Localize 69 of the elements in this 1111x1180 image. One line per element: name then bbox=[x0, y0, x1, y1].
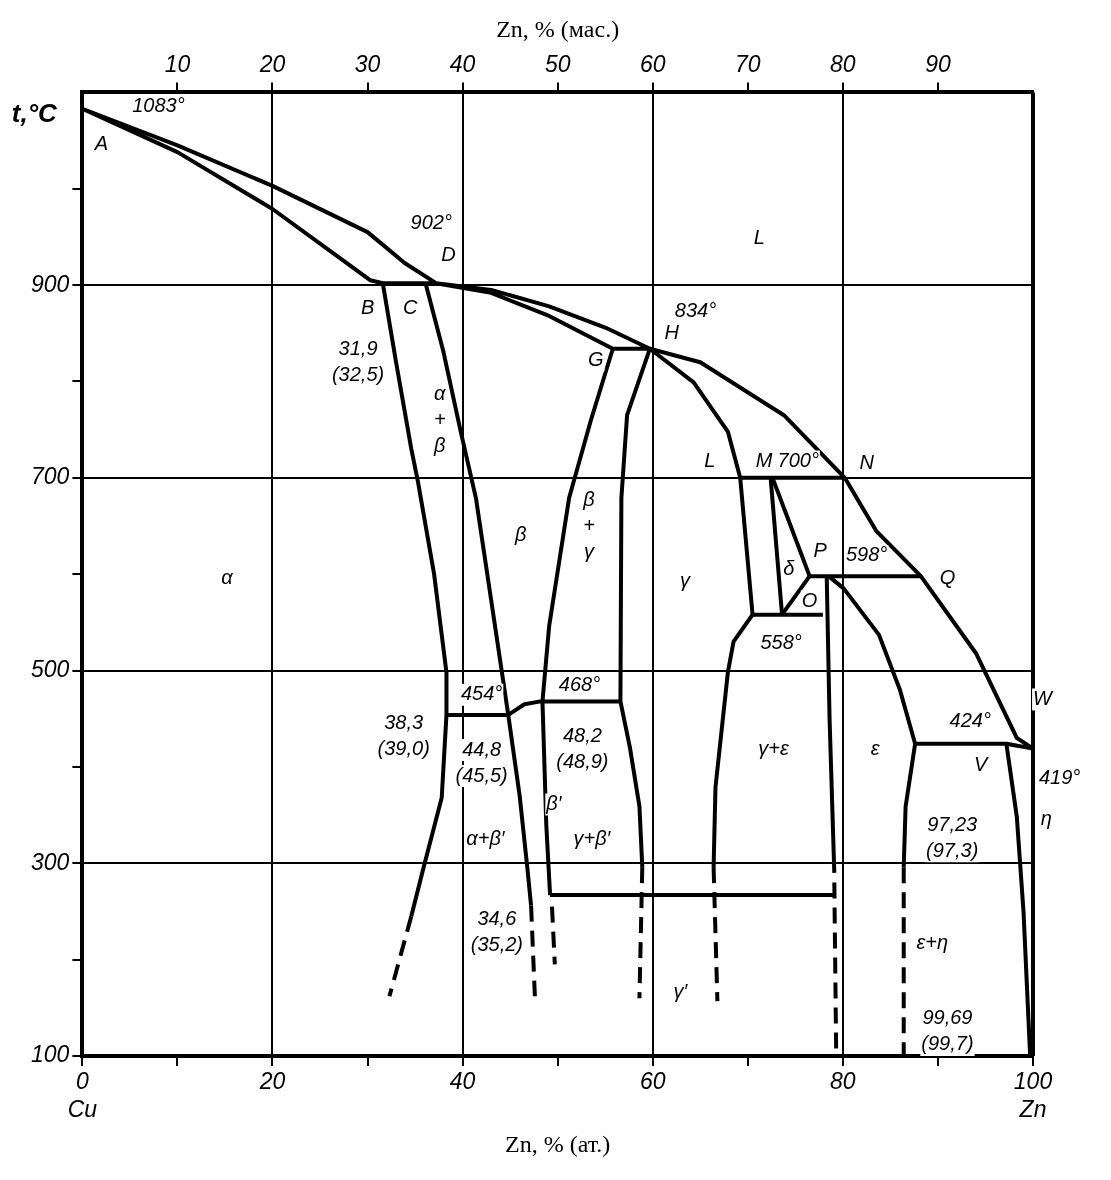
annotation: Q bbox=[939, 565, 956, 588]
text: W bbox=[1033, 687, 1055, 710]
x-tick-label: 0 Cu bbox=[67, 1068, 98, 1122]
annotation: 48,2 (48,9) bbox=[556, 724, 609, 773]
annotation: L bbox=[753, 226, 765, 249]
annotation: 454° bbox=[460, 682, 503, 705]
annotation: G bbox=[587, 347, 604, 370]
annotation: V bbox=[974, 752, 990, 775]
annotation: α bbox=[221, 565, 234, 588]
annotation: γ+ε bbox=[758, 737, 790, 760]
x2-tick-label: 50 bbox=[544, 50, 571, 77]
annotation: 97,23 (97,3) bbox=[926, 812, 979, 861]
annotation: γ bbox=[680, 569, 692, 592]
x-tick-label: 20 bbox=[258, 1068, 286, 1095]
annotation: M bbox=[755, 449, 773, 472]
annotation: 38,3 (39,0) bbox=[377, 710, 430, 759]
annotation: A bbox=[93, 132, 109, 154]
y-axis-title: t,°C bbox=[11, 97, 59, 128]
text: η bbox=[1040, 806, 1052, 829]
y-tick-label: 500 bbox=[31, 655, 70, 682]
annotation: 558° bbox=[760, 631, 802, 654]
x-tick-label: 80 bbox=[830, 1068, 856, 1095]
y-tick-label: 300 bbox=[31, 848, 70, 875]
annotation: 700° bbox=[777, 449, 819, 472]
annotation: β + γ bbox=[582, 487, 596, 562]
annotation: 31,9 (32,5) bbox=[331, 336, 385, 385]
annotation: L bbox=[704, 449, 716, 472]
annotation: 598° bbox=[845, 543, 888, 566]
x2-axis-title: Zn, % (мас.) bbox=[496, 15, 620, 42]
y-tick-label: 900 bbox=[31, 270, 70, 297]
annotation: C bbox=[403, 295, 419, 318]
annotation: ε bbox=[870, 737, 881, 760]
annotation: 34,6 (35,2) bbox=[470, 907, 523, 956]
x2-tick-label: 70 bbox=[735, 50, 761, 77]
annotation: 44,8 (45,5) bbox=[455, 737, 508, 786]
annotation: B bbox=[360, 295, 375, 318]
x2-tick-label: 30 bbox=[354, 50, 381, 77]
annotation: α+β′ bbox=[466, 826, 506, 849]
annotation: 834° bbox=[674, 298, 717, 321]
annotation: 424° bbox=[949, 709, 991, 732]
x2-tick-label: 90 bbox=[925, 50, 951, 77]
annotation: ε+η bbox=[916, 930, 949, 953]
text: 419° bbox=[1038, 766, 1081, 789]
x2-tick-label: 10 bbox=[164, 50, 191, 77]
x-tick-label: 40 bbox=[449, 1068, 476, 1095]
x2-tick-label: 40 bbox=[449, 50, 476, 77]
annotation: H bbox=[664, 320, 680, 343]
annotation: 902° bbox=[410, 211, 452, 234]
annotation: N bbox=[859, 450, 875, 473]
x2-tick-label: 80 bbox=[830, 50, 856, 77]
annotation: 468° bbox=[558, 672, 601, 695]
annotation: O bbox=[801, 588, 818, 611]
y-tick-label: 100 bbox=[31, 1041, 70, 1068]
x2-tick-label: 60 bbox=[639, 50, 666, 77]
y-tick-label: 700 bbox=[31, 463, 70, 490]
annotation: γ+β′ bbox=[573, 826, 612, 849]
annotation: P bbox=[813, 538, 828, 561]
x-tick-label: 60 bbox=[639, 1068, 666, 1095]
annotation: D bbox=[441, 242, 456, 265]
annotation: 1083° bbox=[132, 94, 185, 117]
annotation: β bbox=[513, 523, 527, 546]
x-tick-label: 100 Zn bbox=[1013, 1068, 1053, 1122]
annotation: δ bbox=[783, 556, 796, 579]
x-axis-title: Zn, % (ат.) bbox=[505, 1130, 611, 1157]
annotation: γ′ bbox=[673, 979, 689, 1002]
annotation: α + β bbox=[433, 381, 447, 456]
annotation: 99,69 (99,7) bbox=[921, 1006, 974, 1055]
annotation: β′ bbox=[545, 792, 563, 815]
x2-tick-label: 20 bbox=[258, 50, 286, 77]
